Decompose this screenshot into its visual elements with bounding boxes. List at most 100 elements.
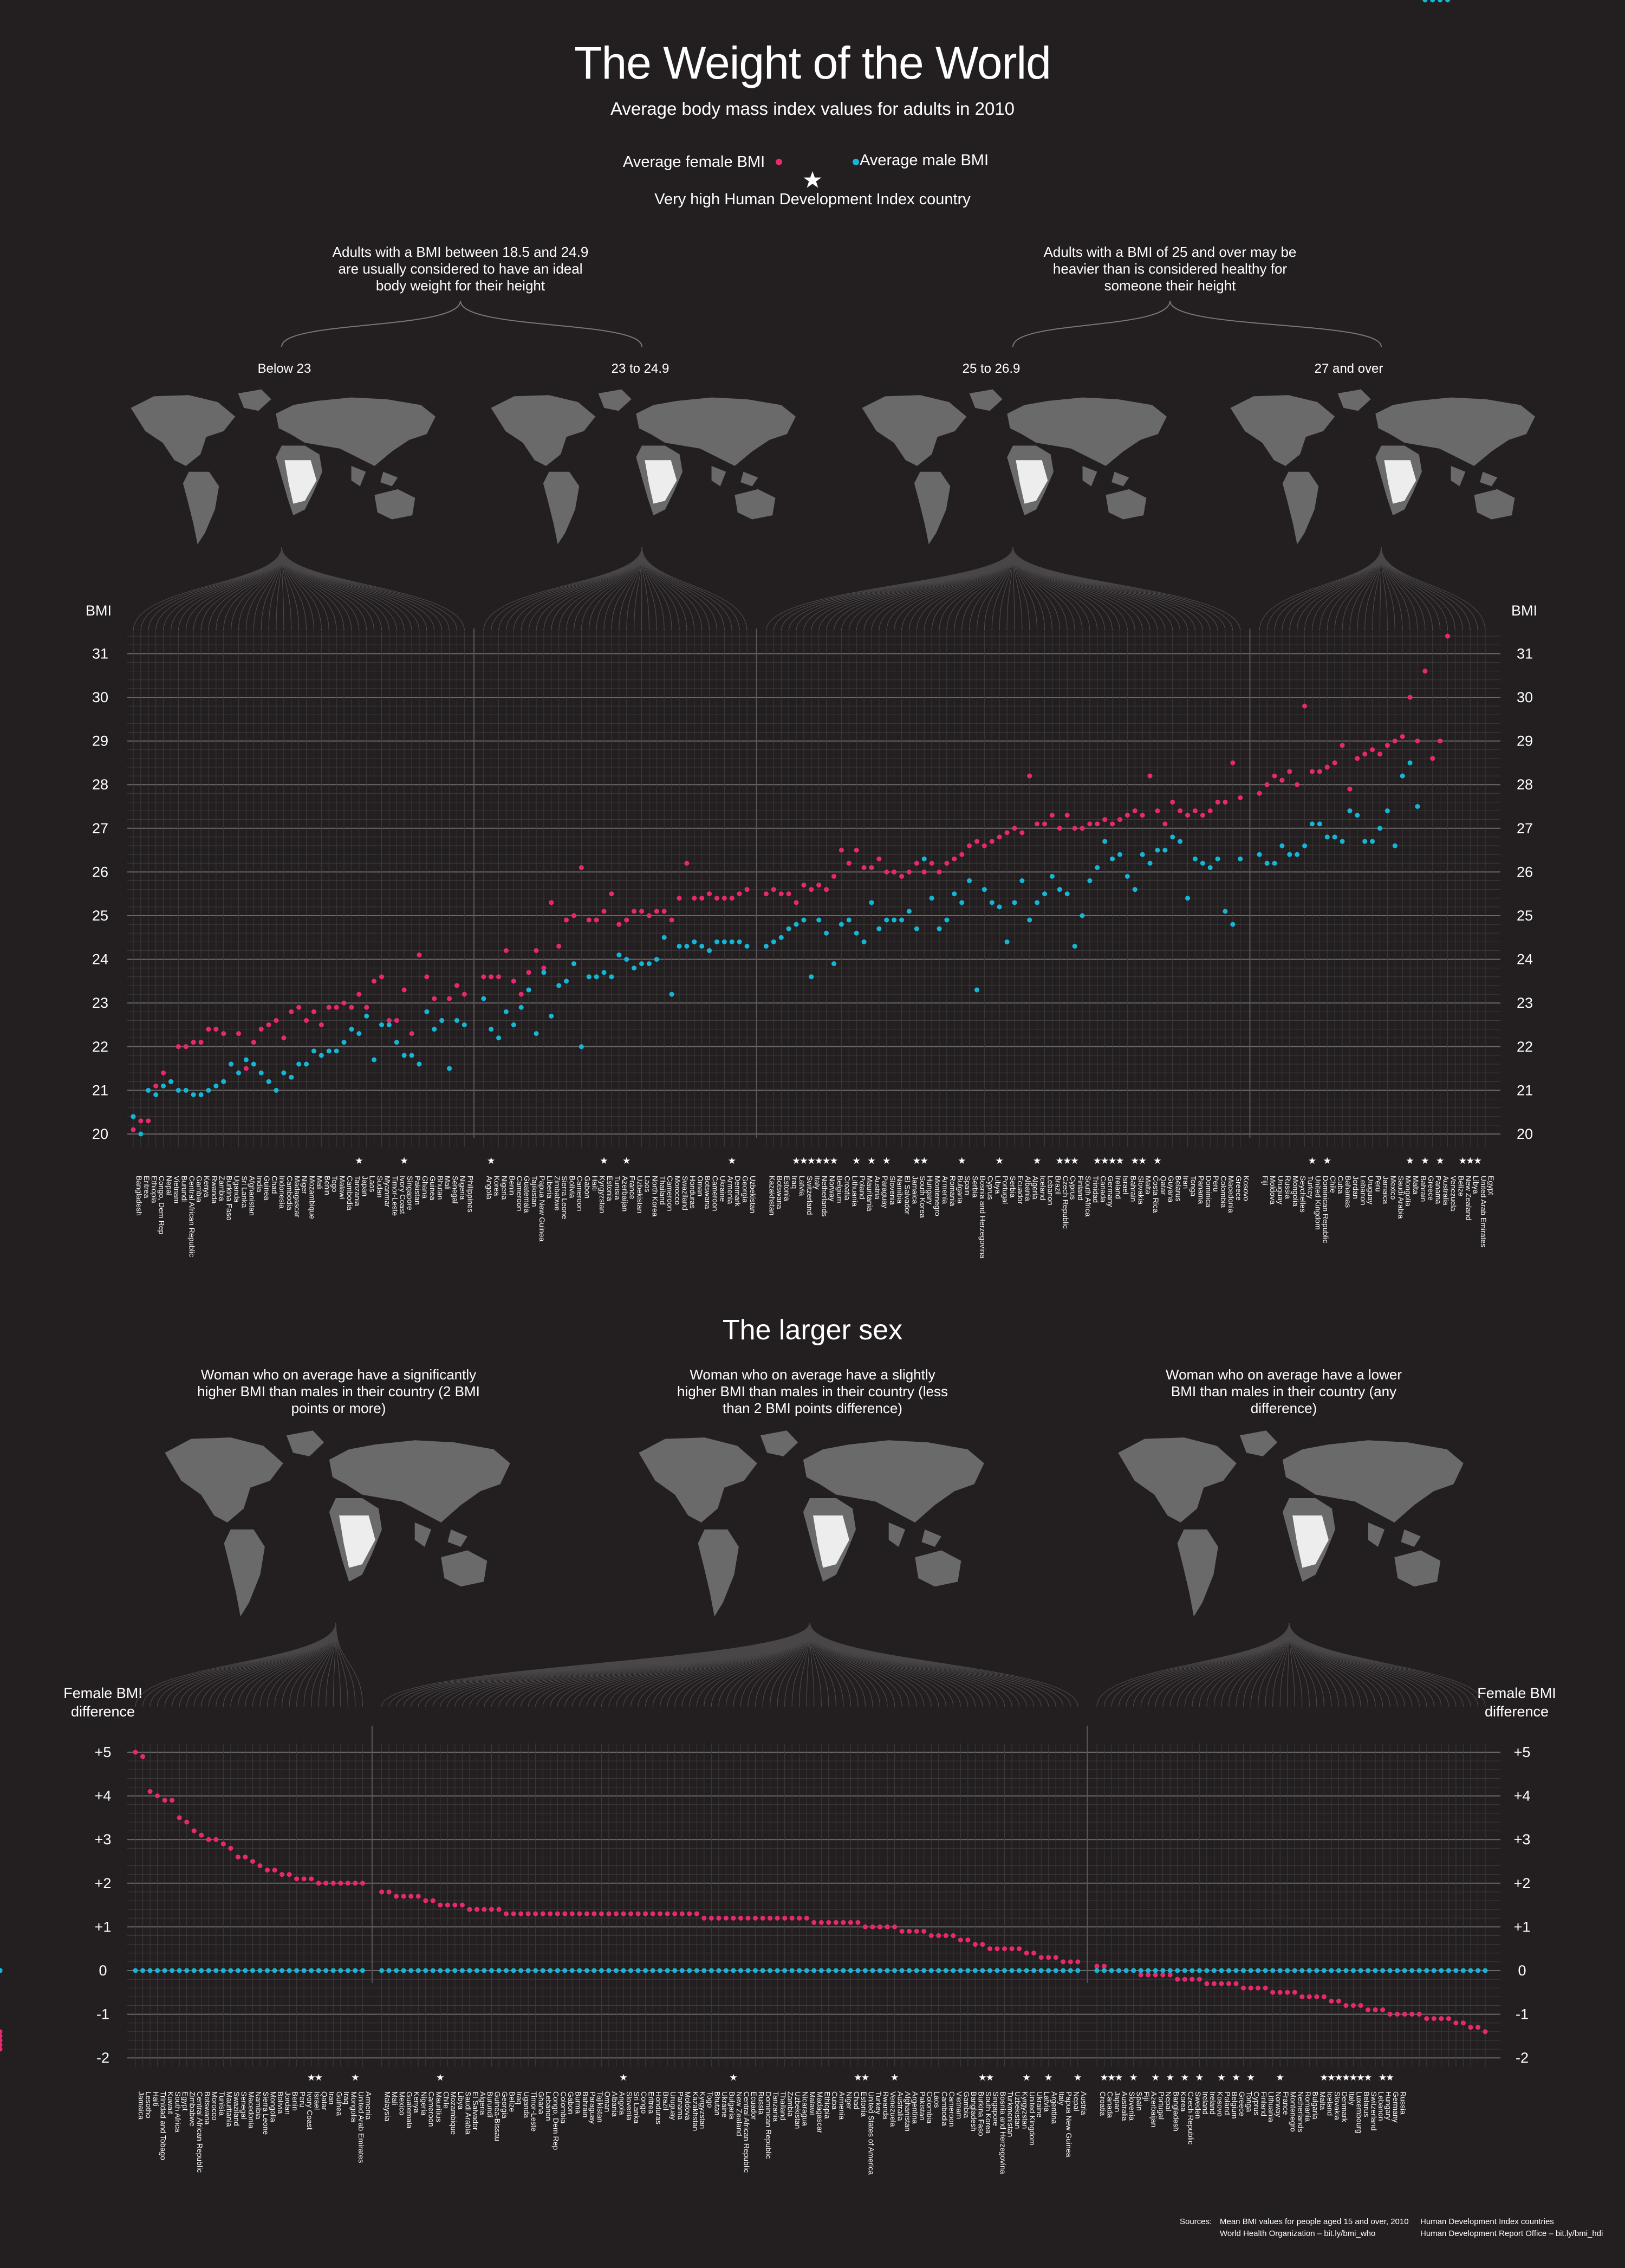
female-bmi-point bbox=[1407, 695, 1413, 700]
male-bmi-point bbox=[1035, 900, 1040, 905]
star-icon: ★ bbox=[1022, 2072, 1030, 2083]
male-point bbox=[525, 1968, 531, 1973]
country-label: Australia bbox=[1442, 1176, 1451, 1206]
male-point bbox=[533, 1968, 538, 1973]
country-label: Greece bbox=[1234, 1176, 1243, 1201]
star-icon: ★ bbox=[867, 1156, 875, 1166]
male-bmi-point bbox=[131, 1114, 136, 1119]
country-label: Iraq bbox=[790, 1176, 799, 1189]
male-bmi-point bbox=[1407, 760, 1413, 766]
male-bmi-point bbox=[869, 900, 874, 905]
male-point bbox=[592, 1968, 597, 1973]
country-label: Ethiopia bbox=[150, 1176, 159, 1203]
male-point bbox=[1350, 1968, 1356, 1973]
female-point bbox=[936, 1933, 941, 1939]
country-label: Israel bbox=[313, 2091, 322, 2110]
male-point bbox=[423, 1968, 428, 1973]
female-bmi-point bbox=[447, 996, 452, 1001]
country-label: Kazakhstan bbox=[691, 2091, 700, 2131]
country-label: Panama bbox=[677, 2091, 685, 2120]
male-bmi-point bbox=[624, 957, 629, 962]
male-bmi-point bbox=[349, 1027, 354, 1032]
country-label: Armenia bbox=[941, 1176, 950, 1204]
star-icon: ★ bbox=[854, 2072, 862, 2083]
country-label: Germany bbox=[1392, 2091, 1400, 2123]
male-point bbox=[401, 1968, 406, 1973]
country-label: Lithuania bbox=[850, 1176, 859, 1207]
female-bmi-point bbox=[729, 896, 734, 901]
male-point bbox=[1241, 1968, 1246, 1973]
country-label: Tanzania bbox=[353, 1176, 362, 1206]
y-tick-label-left: +3 bbox=[95, 1831, 112, 1848]
country-label: Mongolia bbox=[1291, 1176, 1300, 1207]
female-bmi-point bbox=[1192, 808, 1198, 814]
female-point bbox=[1009, 1946, 1015, 1952]
male-bmi-point bbox=[816, 917, 822, 923]
y-tick-label-right: +1 bbox=[1514, 1919, 1531, 1935]
female-bmi-point bbox=[1170, 799, 1175, 805]
male-point bbox=[1075, 1968, 1081, 1973]
country-label: Ghana bbox=[421, 1176, 430, 1198]
female-point bbox=[140, 1754, 146, 1759]
female-point bbox=[877, 1924, 883, 1929]
country-label: Greece bbox=[1238, 2091, 1246, 2116]
country-label: Cameroon bbox=[515, 1176, 524, 1211]
female-bmi-point bbox=[646, 913, 652, 918]
male-point bbox=[862, 1968, 868, 1973]
female-bmi-point bbox=[326, 1005, 332, 1010]
male-point bbox=[569, 1968, 575, 1973]
female-bmi-point bbox=[937, 869, 942, 874]
world-map-23-24-9-icon bbox=[491, 389, 796, 545]
female-point bbox=[1248, 1985, 1253, 1991]
female-point bbox=[658, 1911, 663, 1916]
male-point bbox=[1299, 1968, 1305, 1973]
male-bmi-point bbox=[1362, 839, 1368, 844]
male-bmi-point bbox=[1340, 839, 1345, 844]
country-label: Estonia bbox=[606, 1176, 614, 1201]
female-bmi-point bbox=[861, 865, 867, 870]
country-label: Romania bbox=[1304, 2091, 1312, 2122]
country-label: Turkmenistan bbox=[1006, 2091, 1015, 2137]
country-label: Peru bbox=[1374, 1176, 1383, 1192]
male-bmi-point bbox=[876, 926, 882, 931]
star-icon: ★ bbox=[1129, 2072, 1138, 2083]
female-point bbox=[621, 1911, 626, 1916]
country-label: Iran bbox=[328, 2091, 336, 2104]
female-bmi-point bbox=[221, 1031, 226, 1036]
star-icon: ★ bbox=[1459, 1156, 1467, 1166]
country-label: Estonia bbox=[860, 2091, 868, 2117]
country-label: Montenegro bbox=[1289, 2091, 1298, 2132]
female-bmi-point bbox=[1230, 760, 1236, 766]
country-label: Kyrgyzstan bbox=[598, 1176, 607, 1213]
male-point bbox=[1373, 1968, 1378, 1973]
female-point bbox=[789, 1915, 795, 1921]
country-label: Benin bbox=[291, 2091, 300, 2111]
country-label: Netherlands bbox=[821, 1176, 829, 1217]
country-label: Cuba bbox=[830, 2091, 839, 2110]
male-point bbox=[199, 1968, 204, 1973]
star-icon: ★ bbox=[986, 2072, 994, 2083]
country-label: Greece bbox=[1427, 1176, 1435, 1201]
male-bmi-point bbox=[1445, 0, 1451, 3]
male-point bbox=[445, 1968, 450, 1973]
female-bmi-point bbox=[534, 948, 539, 953]
female-point bbox=[265, 1868, 270, 1873]
female-point bbox=[1094, 1964, 1100, 1969]
country-label: Botswana bbox=[775, 1176, 784, 1209]
male-bmi-point bbox=[1072, 943, 1077, 949]
country-label: Mauritania bbox=[866, 1176, 874, 1211]
male-bmi-point bbox=[1272, 860, 1277, 866]
star-icon: ★ bbox=[400, 1156, 408, 1166]
female-bmi-point bbox=[417, 952, 422, 958]
male-bmi-point bbox=[251, 1061, 256, 1067]
male-point bbox=[936, 1968, 941, 1973]
female-point bbox=[250, 1859, 255, 1864]
female-point bbox=[401, 1894, 406, 1899]
male-bmi-point bbox=[578, 1044, 584, 1049]
country-label: Mali bbox=[444, 1176, 452, 1190]
country-label: Japan bbox=[1113, 2091, 1122, 2112]
male-bmi-point bbox=[1347, 808, 1353, 814]
country-label: Ivory Coast bbox=[306, 2091, 314, 2130]
male-point bbox=[323, 1968, 329, 1973]
male-point bbox=[459, 1968, 465, 1973]
